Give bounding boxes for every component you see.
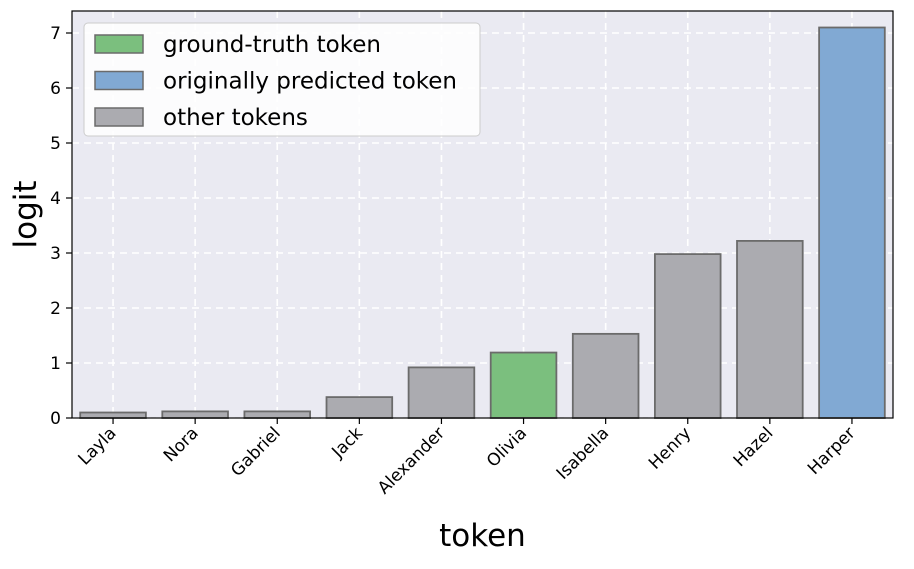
bar-olivia — [489, 351, 558, 419]
legend-box — [83, 22, 481, 137]
x-tick-label-jack: Jack — [328, 423, 367, 462]
x-tick-label-hazel: Hazel — [730, 423, 778, 471]
bar-layla — [79, 411, 147, 419]
x-tick-label-olivia: Olivia — [483, 423, 531, 471]
x-tick-label-nora: Nora — [160, 423, 203, 466]
y-tick-label: 4 — [50, 189, 61, 209]
legend-label-ground-truth: ground-truth token — [163, 32, 381, 58]
bar-nora — [161, 410, 229, 419]
bar-henry — [654, 253, 722, 419]
legend: ground-truth token originally predicted t… — [83, 22, 481, 137]
y-axis: 0 1 2 3 4 5 6 7 — [50, 24, 72, 429]
legend-swatch-ground-truth — [94, 34, 144, 54]
legend-label-other: other tokens — [163, 105, 308, 131]
y-tick-label: 7 — [50, 24, 61, 44]
plot-frame — [71, 10, 894, 419]
y-tick-label: 3 — [50, 244, 61, 264]
y-axis-label: logit — [8, 180, 44, 248]
x-axis: Layla Nora Gabriel Jack Alexander Olivia Isabe… — [75, 418, 859, 498]
y-tick-label: 5 — [50, 134, 61, 154]
x-tick-label-alexander: Alexander — [374, 423, 449, 498]
bars-group — [79, 26, 886, 419]
legend-label-predicted: originally predicted token — [163, 69, 457, 95]
x-tick-label-layla: Layla — [75, 423, 121, 469]
x-tick-label-harper: Harper — [804, 423, 859, 478]
bar-hazel — [736, 239, 804, 419]
x-axis-label: token — [439, 518, 526, 554]
legend-swatch-other — [94, 107, 144, 127]
bar-gabriel — [243, 410, 311, 419]
y-tick-label: 6 — [50, 79, 61, 99]
y-tick-label: 1 — [50, 354, 61, 374]
x-tick-label-gabriel: Gabriel — [227, 423, 284, 480]
x-tick-label-henry: Henry — [645, 423, 695, 473]
bar-harper — [818, 26, 886, 419]
y-tick-label: 2 — [50, 299, 61, 319]
bar-jack — [325, 396, 394, 419]
legend-swatch-predicted — [94, 70, 144, 91]
bar-alexander — [407, 366, 476, 419]
y-tick-label: 0 — [50, 409, 61, 429]
bar-isabella — [571, 332, 640, 419]
x-tick-label-isabella: Isabella — [553, 423, 613, 483]
